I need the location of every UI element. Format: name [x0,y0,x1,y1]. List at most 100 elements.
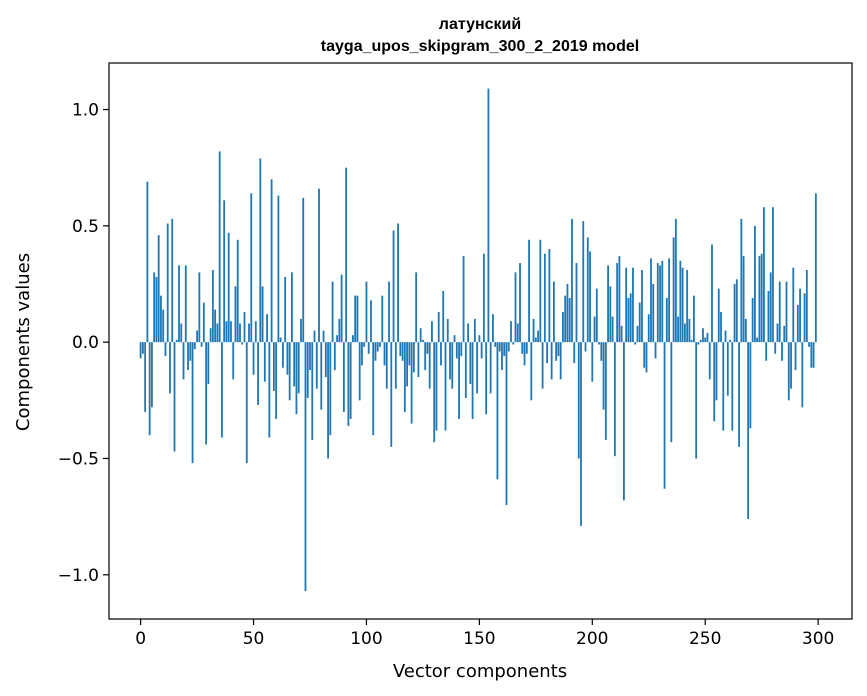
bar [234,286,237,343]
bar [674,218,677,343]
plot-area-frame [108,62,853,620]
bar [584,342,587,352]
x-tick-label: 100 [350,629,382,649]
bar [148,342,151,436]
bar [485,342,488,415]
bar [363,342,366,347]
bar [239,323,241,343]
bar [713,342,716,422]
bar [600,342,603,361]
bar [205,342,208,445]
bar [352,335,354,343]
bar [510,321,512,343]
bar [250,193,253,343]
bar [225,321,228,343]
bar [812,342,815,368]
bar [487,88,490,343]
bar [744,318,747,343]
bar [697,342,700,345]
bar [704,337,707,343]
bar [232,342,235,380]
bar [516,323,519,343]
bar [302,197,305,343]
bar [747,342,750,519]
bar [266,314,268,343]
bar [417,342,420,378]
bar [564,295,567,343]
bar [790,342,792,389]
bar [300,318,302,343]
bar [677,316,680,343]
bar [207,342,210,385]
bar [595,288,598,343]
bar [261,286,264,343]
bar [324,342,327,378]
bar [652,284,655,343]
bar [284,277,287,343]
bar [690,339,693,343]
bar [634,342,637,345]
bar [552,281,555,343]
bar [598,342,600,345]
bar [756,337,759,343]
bar [374,342,377,361]
bar [555,342,558,361]
bar [193,342,196,350]
bar [796,304,799,343]
bar [358,342,361,401]
bar [783,325,786,343]
bar [243,311,246,343]
x-tick-label: 300 [802,629,834,649]
bar [550,342,553,380]
bar [767,290,770,343]
bar [209,328,212,343]
bar [738,342,740,447]
bar [753,225,756,343]
bar [760,253,763,343]
bar [311,342,314,440]
bar [557,342,560,357]
bar [647,314,650,343]
bar [327,342,329,459]
bar [566,284,569,343]
bar [632,267,634,343]
bar [169,342,171,394]
bar [320,342,323,410]
bar [223,200,226,343]
bar [257,342,259,405]
bar [643,342,646,368]
bar [458,342,460,419]
bar [295,342,298,415]
bar [469,342,472,385]
bar [401,342,404,361]
bar [263,342,266,382]
bar [272,342,275,392]
bar [191,342,194,464]
bar [604,342,607,440]
bar [196,330,198,343]
bar [602,342,605,410]
bar [259,158,262,343]
bar [571,218,573,343]
bar [478,335,481,343]
bar [306,342,309,398]
y-axis-label: Components values [13,253,34,431]
y-tick-label: 1.0 [72,101,99,121]
bar [514,272,517,343]
bar [304,342,307,592]
bar [546,342,549,364]
bar [173,342,176,452]
bar [530,342,533,401]
bar [591,342,594,382]
bar [787,342,790,401]
bar [781,342,783,361]
bar [426,342,429,354]
bar [440,342,442,366]
bar [726,342,729,396]
y-axis-ticks: 1.0 0.5 0.0 −0.5 −1.0 [58,101,109,586]
bar [785,281,788,343]
bar [313,330,316,343]
bar [620,325,623,343]
bar [494,342,497,347]
